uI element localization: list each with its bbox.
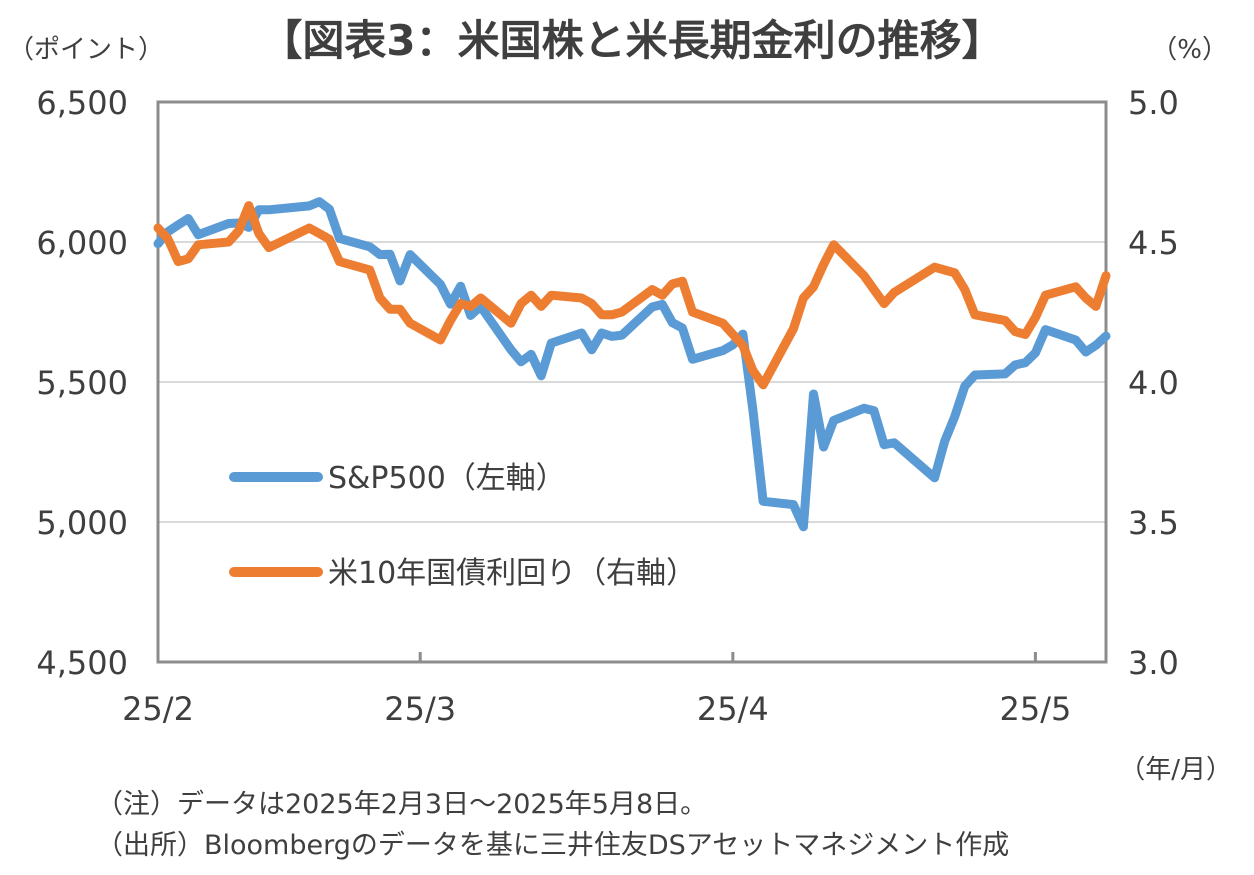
- source-text: （出所）Bloombergのデータを基に三井住友DSアセットマネジメント作成: [96, 830, 1010, 861]
- y-left-tick-label: 6,500: [36, 84, 128, 122]
- y-right-tick-label: 4.0: [1128, 364, 1179, 402]
- chart-title: 【図表3：米国株と米長期金利の推移】: [260, 16, 1003, 65]
- plot-frame: [156, 100, 1108, 664]
- sp500-line: [153, 197, 1111, 532]
- y-left-tick-label: 5,500: [36, 364, 128, 402]
- y-right-tick-label: 3.0: [1128, 644, 1179, 682]
- x-tick-label: 25/4: [697, 690, 769, 728]
- right-axis-unit: （%）: [1151, 35, 1228, 65]
- gridlines: [158, 241, 1106, 523]
- y-right-tick-label: 3.5: [1128, 504, 1179, 542]
- plot-border: [156, 100, 1108, 664]
- y-right-tick-label: 5.0: [1128, 84, 1179, 122]
- legend: S&P500（左軸） 米10年国債利回り（右軸）: [229, 461, 696, 591]
- y-left-tick-label: 5,000: [36, 504, 128, 542]
- axis-ticks: 25/2 25/3 25/4 25/5 6,500 6,000 5,500 5,000 4,50…: [36, 84, 1179, 728]
- x-axis-unit: （年/月）: [1119, 755, 1232, 785]
- y-right-tick-label: 4.5: [1128, 224, 1179, 262]
- series-lines: [153, 197, 1111, 532]
- legend-label: 米10年国債利回り（右軸）: [328, 556, 696, 591]
- us10y-yield-line: [153, 201, 1111, 390]
- x-tick-label: 25/5: [999, 690, 1071, 728]
- note-text: （注）データは2025年2月3日～2025年5月8日。: [96, 789, 708, 820]
- y-left-tick-label: 4,500: [36, 644, 128, 682]
- legend-label: S&P500（左軸）: [328, 461, 566, 496]
- x-tick-label: 25/3: [384, 690, 456, 728]
- x-tick-label: 25/2: [122, 690, 194, 728]
- y-left-tick-label: 6,000: [36, 224, 128, 262]
- left-axis-unit: （ポイント）: [8, 35, 164, 65]
